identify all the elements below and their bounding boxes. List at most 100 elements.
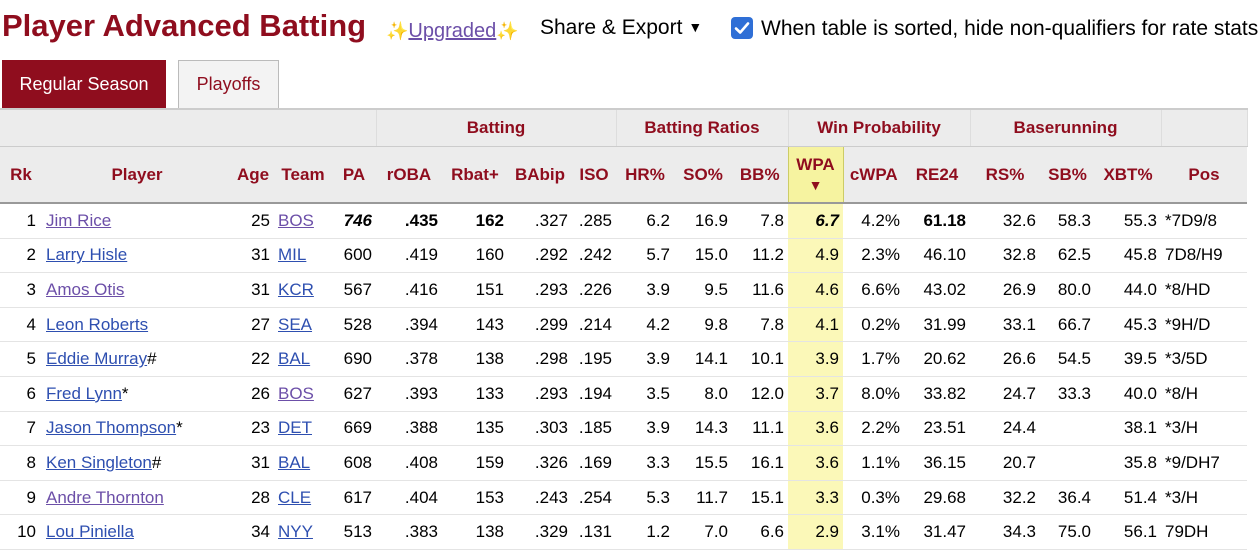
cell-player[interactable]: Andre Thornton: [42, 480, 232, 516]
col-header-roba[interactable]: rOBA: [376, 146, 442, 204]
player-link[interactable]: Lou Piniella: [46, 522, 134, 542]
col-header-cwpa[interactable]: cWPA: [843, 146, 904, 204]
team-link[interactable]: BAL: [278, 349, 311, 369]
col-header-so[interactable]: SO%: [674, 146, 732, 204]
hide-nonqualifiers-option[interactable]: When table is sorted, hide non-qualifier…: [731, 17, 1258, 41]
hide-nonqualifiers-checkbox[interactable]: [731, 17, 753, 39]
col-header-wpa[interactable]: WPA ▼: [787, 146, 844, 204]
table-row: 7 Jason Thompson* 23 DET 669.388 135.303.185 3…: [0, 411, 1247, 447]
team-link[interactable]: NYY: [278, 522, 313, 542]
cell-team[interactable]: NYY: [274, 514, 332, 550]
player-link[interactable]: Andre Thornton: [46, 487, 164, 507]
team-link[interactable]: CLE: [278, 487, 312, 507]
share-export-menu[interactable]: Share & Export ▼: [540, 16, 702, 40]
cell-team[interactable]: BAL: [274, 445, 332, 481]
cell-so: 15.5: [674, 445, 732, 481]
cell-player[interactable]: Jason Thompson*: [42, 411, 232, 447]
cell-team[interactable]: CLE: [274, 480, 332, 516]
share-export-label[interactable]: Share & Export: [540, 16, 683, 39]
col-header-re24[interactable]: RE24: [904, 146, 970, 204]
column-group-row: Batting Batting Ratios Win Probability B…: [0, 108, 1248, 147]
col-header-bb[interactable]: BB%: [732, 146, 788, 204]
col-header-age[interactable]: Age: [232, 146, 274, 204]
player-link[interactable]: Leon Roberts: [46, 314, 149, 334]
cell-bb: 12.0: [732, 376, 788, 412]
cell-so: 9.5: [674, 272, 732, 308]
team-link[interactable]: DET: [278, 418, 312, 438]
cell-player[interactable]: Ken Singleton#: [42, 445, 232, 481]
col-header-hr[interactable]: HR%: [616, 146, 674, 204]
col-header-iso[interactable]: ISO: [572, 146, 616, 204]
cell-team[interactable]: MIL: [274, 238, 332, 274]
cell-rs: 32.8: [970, 238, 1040, 274]
col-header-xbt[interactable]: XBT%: [1095, 146, 1161, 204]
cell-player[interactable]: Fred Lynn*: [42, 376, 232, 412]
cell-wpa: 3.9: [788, 341, 843, 377]
cell-sb: 75.0: [1040, 514, 1095, 550]
column-header-row: Rk Player Age Team PA rOBA Rbat+ BAbip I…: [0, 146, 1247, 204]
cell-roba: .404: [376, 480, 442, 516]
cell-rs: 24.7: [970, 376, 1040, 412]
team-link[interactable]: BOS: [278, 383, 314, 403]
cell-player[interactable]: Eddie Murray#: [42, 341, 232, 377]
player-link[interactable]: Jason Thompson: [46, 418, 177, 438]
col-header-team[interactable]: Team: [274, 146, 332, 204]
cell-age: 28: [232, 480, 274, 516]
team-link[interactable]: MIL: [278, 245, 307, 265]
col-header-pa[interactable]: PA: [332, 146, 376, 204]
upgraded-badge[interactable]: ✨Upgraded✨: [386, 20, 519, 43]
team-link[interactable]: KCR: [278, 279, 314, 299]
cell-player[interactable]: Lou Piniella: [42, 514, 232, 550]
cell-babip: .293: [508, 272, 572, 308]
player-link[interactable]: Jim Rice: [46, 210, 112, 230]
cell-sb: 80.0: [1040, 272, 1095, 308]
cell-xbt: 44.0: [1095, 272, 1161, 308]
col-header-pos[interactable]: Pos: [1161, 146, 1247, 204]
cell-re24: 20.62: [904, 341, 970, 377]
player-link[interactable]: Amos Otis: [46, 279, 125, 299]
tab-regular-season[interactable]: Regular Season: [2, 60, 166, 108]
cell-age: 31: [232, 238, 274, 274]
cell-rs: 32.2: [970, 480, 1040, 516]
cell-team[interactable]: BAL: [274, 341, 332, 377]
cell-player[interactable]: Leon Roberts: [42, 307, 232, 343]
col-header-rk[interactable]: Rk: [0, 146, 42, 204]
cell-age: 22: [232, 341, 274, 377]
cell-bb: 11.1: [732, 411, 788, 447]
col-header-sb[interactable]: SB%: [1040, 146, 1095, 204]
cell-team[interactable]: BOS: [274, 203, 332, 239]
cell-player[interactable]: Larry Hisle: [42, 238, 232, 274]
sparkle-icon: ✨: [496, 21, 519, 41]
col-header-player[interactable]: Player: [42, 146, 232, 204]
player-link[interactable]: Ken Singleton: [46, 452, 152, 472]
cell-re24: 43.02: [904, 272, 970, 308]
cell-wpa: 3.6: [788, 411, 843, 447]
cell-team[interactable]: DET: [274, 411, 332, 447]
cell-team[interactable]: BOS: [274, 376, 332, 412]
hide-nonqualifiers-label[interactable]: When table is sorted, hide non-qualifier…: [761, 17, 1258, 40]
tab-playoffs[interactable]: Playoffs: [178, 60, 279, 108]
cell-rs: 34.3: [970, 514, 1040, 550]
upgraded-link[interactable]: Upgraded: [408, 20, 497, 42]
col-header-babip[interactable]: BAbip: [508, 146, 572, 204]
col-header-rs[interactable]: RS%: [970, 146, 1040, 204]
cell-sb: 36.4: [1040, 480, 1095, 516]
cell-team[interactable]: SEA: [274, 307, 332, 343]
team-link[interactable]: BOS: [278, 210, 314, 230]
table-row: 5 Eddie Murray# 22 BAL 690.378 138.298.195 3.9…: [0, 341, 1247, 377]
advanced-batting-table-container: Batting Batting Ratios Win Probability B…: [0, 108, 1258, 550]
col-header-wpa-label[interactable]: WPA: [796, 154, 835, 174]
player-link[interactable]: Fred Lynn: [46, 383, 122, 403]
team-link[interactable]: BAL: [278, 452, 311, 472]
col-header-rbat[interactable]: Rbat+: [442, 146, 508, 204]
table-row: 3 Amos Otis 31 KCR 567.416 151.293.226 3.9 9.5 1…: [0, 272, 1247, 308]
team-link[interactable]: SEA: [278, 314, 313, 334]
title-bar: Player Advanced Batting ✨Upgraded✨ Share…: [0, 0, 1258, 58]
caret-down-icon[interactable]: ▼: [688, 19, 703, 35]
cell-player[interactable]: Amos Otis: [42, 272, 232, 308]
cell-wpa: 4.6: [788, 272, 843, 308]
cell-team[interactable]: KCR: [274, 272, 332, 308]
cell-player[interactable]: Jim Rice: [42, 203, 232, 239]
player-link[interactable]: Eddie Murray: [46, 349, 148, 369]
player-link[interactable]: Larry Hisle: [46, 245, 128, 265]
